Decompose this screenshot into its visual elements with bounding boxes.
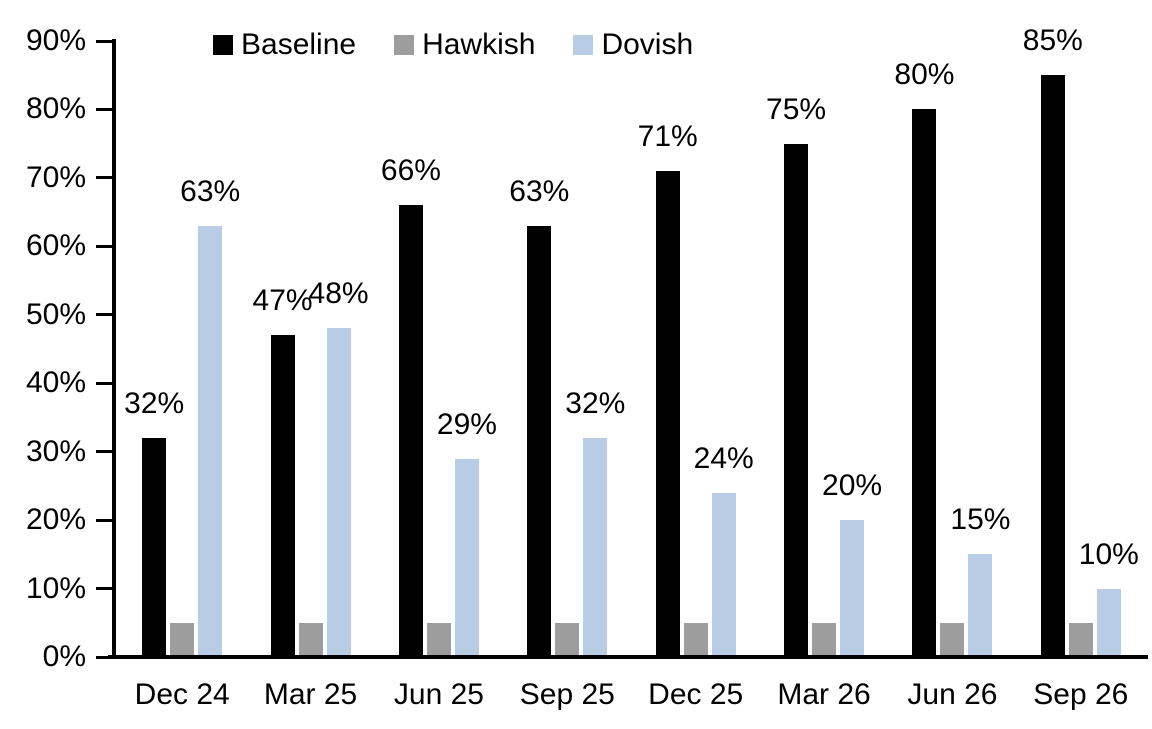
- bar-hawkish-dec-25: [683, 622, 708, 657]
- x-axis-label-mar-26: Mar 26: [777, 678, 871, 711]
- data-label-dovish-mar-25: 48%: [308, 277, 369, 311]
- y-axis-tick-label: 0%: [42, 640, 86, 673]
- legend-label: Hawkish: [422, 28, 536, 61]
- data-label-dovish-jun-25: 29%: [436, 407, 497, 441]
- y-axis-tick-label: 20%: [25, 503, 86, 537]
- bar-dovish-sep-26: [1096, 588, 1121, 657]
- y-axis-tick-label: 30%: [25, 434, 86, 468]
- data-label-baseline-dec-24: 32%: [124, 386, 185, 420]
- bar-hawkish-jun-26: [940, 622, 965, 657]
- bar-baseline-jun-25: [398, 205, 423, 657]
- x-axis-label-jun-26: Jun 26: [907, 678, 998, 711]
- bar-hawkish-sep-25: [555, 622, 580, 657]
- x-axis-label-dec-25: Dec 25: [648, 678, 744, 711]
- y-axis-tick-mark: [96, 39, 112, 43]
- y-axis-tick-label: 40%: [25, 366, 86, 400]
- y-axis-line: [112, 39, 116, 659]
- bar-baseline-sep-25: [527, 225, 552, 657]
- bar-baseline-jun-26: [912, 109, 937, 657]
- data-label-dovish-jun-26: 15%: [950, 503, 1011, 537]
- data-label-dovish-sep-26: 10%: [1078, 537, 1139, 571]
- data-label-baseline-mar-25: 47%: [252, 284, 313, 318]
- bar-hawkish-sep-26: [1068, 622, 1093, 657]
- y-axis-tick-label: 10%: [25, 571, 86, 605]
- y-axis-tick-mark: [96, 655, 112, 659]
- y-axis-tick-label: 90%: [25, 24, 86, 57]
- y-axis-tick-label: 50%: [25, 297, 86, 331]
- bar-dovish-dec-25: [711, 492, 736, 657]
- legend-item-baseline: Baseline: [213, 28, 356, 62]
- data-label-baseline-jun-25: 66%: [380, 154, 441, 188]
- legend-swatch-dovish: [573, 35, 594, 55]
- bar-dovish-jun-25: [454, 458, 479, 657]
- bar-baseline-dec-24: [142, 437, 167, 657]
- legend-item-dovish: Dovish: [573, 28, 693, 62]
- legend: Baseline Hawkish Dovish: [213, 28, 693, 62]
- data-label-baseline-jun-26: 80%: [894, 58, 955, 92]
- bar-dovish-sep-25: [583, 437, 608, 657]
- bar-baseline-mar-25: [270, 335, 295, 657]
- legend-label: Dovish: [601, 28, 694, 61]
- y-axis-tick-mark: [96, 107, 112, 111]
- data-label-dovish-mar-26: 20%: [822, 469, 883, 503]
- bar-dovish-jun-26: [968, 554, 993, 657]
- y-axis-tick-label: 80%: [25, 92, 86, 126]
- bar-baseline-dec-25: [655, 171, 680, 657]
- legend-label: Baseline: [241, 28, 357, 61]
- legend-swatch-baseline: [213, 35, 233, 55]
- legend-swatch-hawkish: [394, 35, 415, 55]
- y-axis-tick-mark: [96, 518, 112, 522]
- data-label-baseline-mar-26: 75%: [766, 92, 827, 126]
- bar-baseline-sep-26: [1040, 75, 1065, 657]
- x-axis-label-sep-26: Sep 26: [1033, 678, 1129, 711]
- data-label-dovish-sep-25: 32%: [565, 386, 626, 420]
- y-axis-tick-mark: [96, 244, 112, 248]
- legend-item-hawkish: Hawkish: [394, 28, 535, 62]
- bar-hawkish-jun-25: [426, 622, 451, 657]
- x-axis-label-dec-24: Dec 24: [134, 678, 230, 711]
- x-axis-label-sep-25: Sep 25: [519, 678, 615, 711]
- data-label-baseline-dec-25: 71%: [637, 120, 698, 154]
- data-label-baseline-sep-25: 63%: [509, 174, 570, 208]
- bar-dovish-mar-26: [840, 520, 865, 657]
- x-axis-line: [108, 655, 1148, 659]
- y-axis-tick-mark: [96, 381, 112, 385]
- y-axis-tick-mark: [96, 176, 112, 180]
- bar-hawkish-mar-25: [298, 622, 323, 657]
- y-axis-tick-label: 70%: [25, 160, 86, 194]
- data-label-dovish-dec-24: 63%: [180, 174, 241, 208]
- data-label-dovish-dec-25: 24%: [693, 441, 754, 475]
- bar-hawkish-dec-24: [170, 622, 195, 657]
- x-axis-label-mar-25: Mar 25: [263, 678, 358, 711]
- bar-hawkish-mar-26: [812, 622, 837, 657]
- y-axis-tick-mark: [96, 587, 112, 591]
- data-label-baseline-sep-26: 85%: [1022, 24, 1083, 58]
- y-axis-tick-mark: [96, 313, 112, 317]
- y-axis-tick-label: 60%: [25, 229, 86, 263]
- bar-dovish-dec-24: [198, 225, 223, 657]
- y-axis-tick-mark: [96, 450, 112, 454]
- x-axis-label-jun-25: Jun 25: [393, 678, 484, 711]
- bar-baseline-mar-26: [784, 143, 809, 657]
- bar-dovish-mar-25: [326, 328, 351, 657]
